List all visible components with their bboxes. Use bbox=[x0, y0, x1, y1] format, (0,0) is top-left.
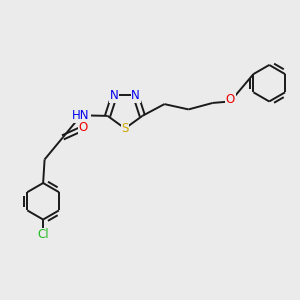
Text: N: N bbox=[131, 89, 140, 102]
Text: O: O bbox=[79, 121, 88, 134]
Text: N: N bbox=[110, 89, 118, 102]
Text: Cl: Cl bbox=[37, 228, 49, 241]
Text: S: S bbox=[121, 122, 129, 135]
Text: O: O bbox=[226, 94, 235, 106]
Text: HN: HN bbox=[72, 109, 90, 122]
